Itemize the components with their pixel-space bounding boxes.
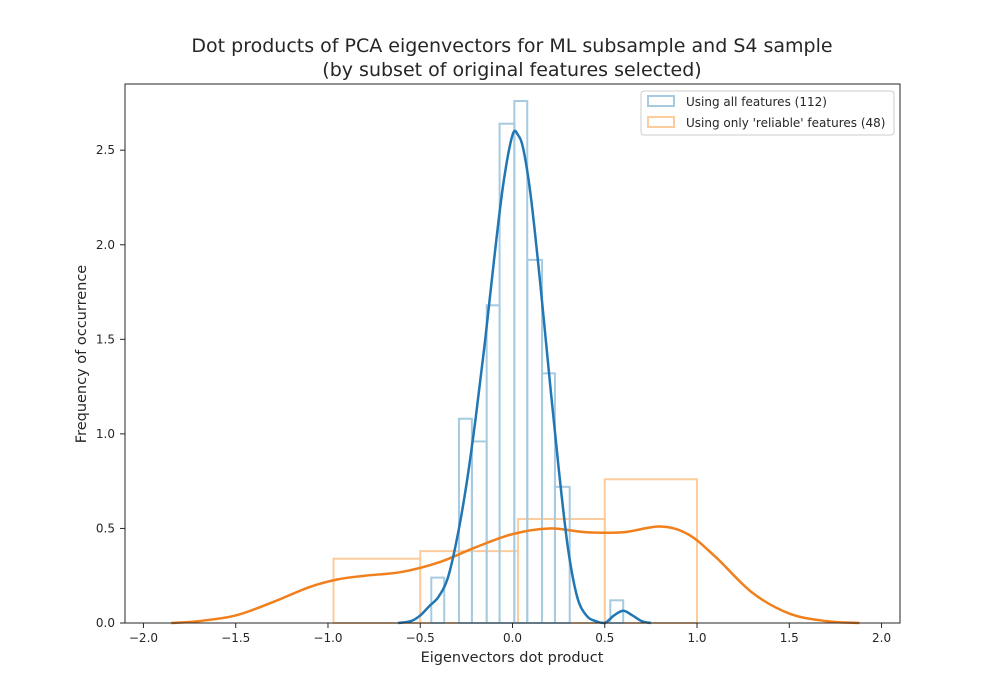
hist-bar-all-features-7 xyxy=(526,258,544,624)
x-tick-label: 1.0 xyxy=(687,631,706,645)
hist-bar-all-features-6 xyxy=(513,100,529,624)
kde-curve-reliable-features xyxy=(171,525,860,625)
y-axis-ticks: 0.0 0.5 1.0 1.5 2.0 2.5 xyxy=(96,143,125,630)
x-tick-label: −1.5 xyxy=(221,631,250,645)
x-axis-ticks: −2.0 −1.5 −1.0 −0.5 0.0 0.5 1.0 1.5 2.0 xyxy=(129,623,891,645)
hist-bar-reliable-features-1 xyxy=(419,550,520,625)
y-axis-label: Frequency of occurrence xyxy=(74,265,90,444)
hist-bar-all-features-3 xyxy=(470,440,488,624)
legend: Using all features (112) Using only 'rel… xyxy=(640,90,895,136)
x-tick-label: −2.0 xyxy=(129,631,158,645)
legend-swatch-reliable-features xyxy=(647,116,675,128)
y-tick-label: 1.5 xyxy=(96,332,115,346)
legend-box xyxy=(640,90,895,136)
x-tick-label: 2.0 xyxy=(872,631,891,645)
kde-curve-all-features xyxy=(397,129,652,625)
y-tick-label: 2.5 xyxy=(96,143,115,157)
y-tick-label: 1.0 xyxy=(96,427,115,441)
legend-label-reliable-features: Using only 'reliable' features (48) xyxy=(686,116,885,130)
plot-area xyxy=(171,100,860,625)
x-tick-label: −1.0 xyxy=(313,631,342,645)
x-tick-label: 0.0 xyxy=(503,631,522,645)
y-tick-label: 2.0 xyxy=(96,238,115,252)
x-tick-label: 0.5 xyxy=(595,631,614,645)
hist-bar-all-features-0 xyxy=(430,576,446,625)
hist-bar-reliable-features-3 xyxy=(603,478,699,624)
hist-bar-reliable-features-0 xyxy=(332,557,422,624)
x-axis-label: Eigenvectors dot product xyxy=(421,650,604,666)
legend-label-all-features: Using all features (112) xyxy=(686,95,827,109)
y-tick-label: 0.5 xyxy=(96,521,115,535)
legend-swatch-all-features xyxy=(647,95,675,107)
x-tick-label: 1.5 xyxy=(780,631,799,645)
hist-bar-reliable-features-2 xyxy=(517,517,606,625)
chart-subtitle: (by subset of original features selected… xyxy=(322,59,701,81)
y-tick-label: 0.0 xyxy=(96,616,115,630)
x-tick-label: −0.5 xyxy=(406,631,435,645)
hist-bar-all-features-4 xyxy=(485,304,501,624)
chart-title: Dot products of PCA eigenvectors for ML … xyxy=(191,35,832,57)
plot-frame xyxy=(124,83,901,624)
